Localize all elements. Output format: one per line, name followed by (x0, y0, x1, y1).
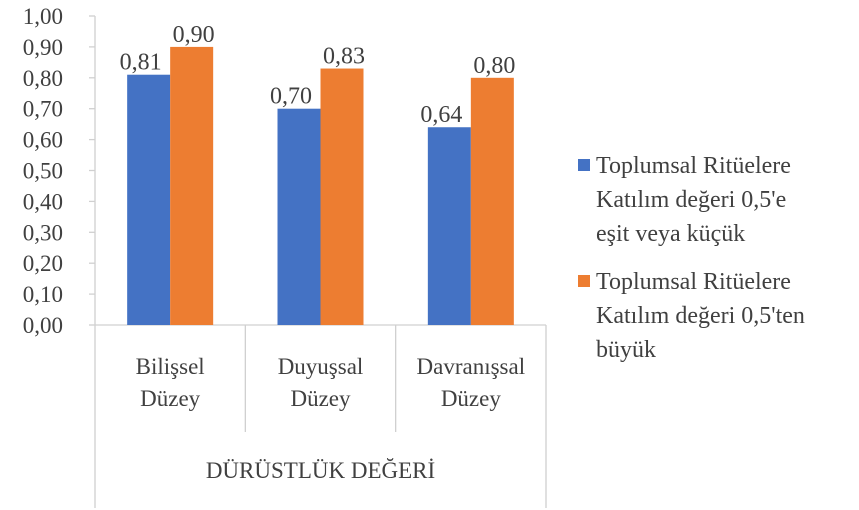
x-tick-label: Duyuşsal (278, 354, 364, 379)
y-tick-label: 0,90 (23, 35, 63, 60)
x-tick-label: Davranışsal (417, 354, 526, 379)
data-label: 0,64 (420, 102, 462, 128)
bar (127, 74, 171, 326)
y-tick-label: 0,20 (23, 251, 63, 276)
x-tick-label: Bilişsel (136, 354, 205, 379)
data-label: 0,81 (120, 50, 162, 76)
legend-label: Toplumsal Ritüelere (596, 269, 791, 295)
legend-swatch (578, 275, 590, 287)
y-tick-label: 0,30 (23, 220, 63, 245)
y-tick-label: 0,60 (23, 128, 63, 153)
data-labels: 0,81 0,70 0,64 0,90 0,83 0,80 (120, 22, 516, 128)
legend-label: Katılım değeri 0,5'e (596, 187, 786, 213)
data-label: 0,70 (270, 84, 312, 110)
y-tick-label: 0,40 (23, 189, 63, 214)
x-tick-label: Düzey (441, 386, 502, 411)
x-axis-group-label: DÜRÜSTLÜK DEĞERİ (206, 458, 435, 483)
bar (427, 127, 471, 326)
y-tick-label: 0,00 (23, 313, 63, 338)
y-tick-label: 0,80 (23, 66, 63, 91)
data-label: 0,80 (473, 53, 515, 79)
legend-swatch (578, 159, 590, 171)
axes: 0,00 0,10 0,20 0,30 0,40 0,50 0,60 0,70 0,80 0,90… (23, 4, 547, 508)
legend-label: büyük (596, 337, 656, 363)
bar (170, 46, 214, 326)
y-tick-label: 0,50 (23, 159, 63, 184)
bar (277, 108, 321, 325)
legend-label: Katılım değeri 0,5'ten (596, 303, 805, 329)
data-label: 0,83 (323, 44, 365, 70)
bar (320, 68, 364, 325)
y-tick-label: 0,70 (23, 97, 63, 122)
legend-label: Toplumsal Ritüelere (596, 153, 791, 179)
data-label: 0,90 (173, 22, 215, 48)
x-tick-label: Düzey (290, 386, 351, 411)
bars (127, 46, 514, 326)
y-tick-label: 1,00 (23, 4, 63, 29)
legend-label: eşit veya küçük (596, 221, 745, 247)
bar (470, 77, 514, 325)
legend: Toplumsal Ritüelere Katılım değeri 0,5'e e… (578, 153, 805, 363)
x-tick-label: Düzey (140, 386, 201, 411)
y-tick-label: 0,10 (23, 282, 63, 307)
